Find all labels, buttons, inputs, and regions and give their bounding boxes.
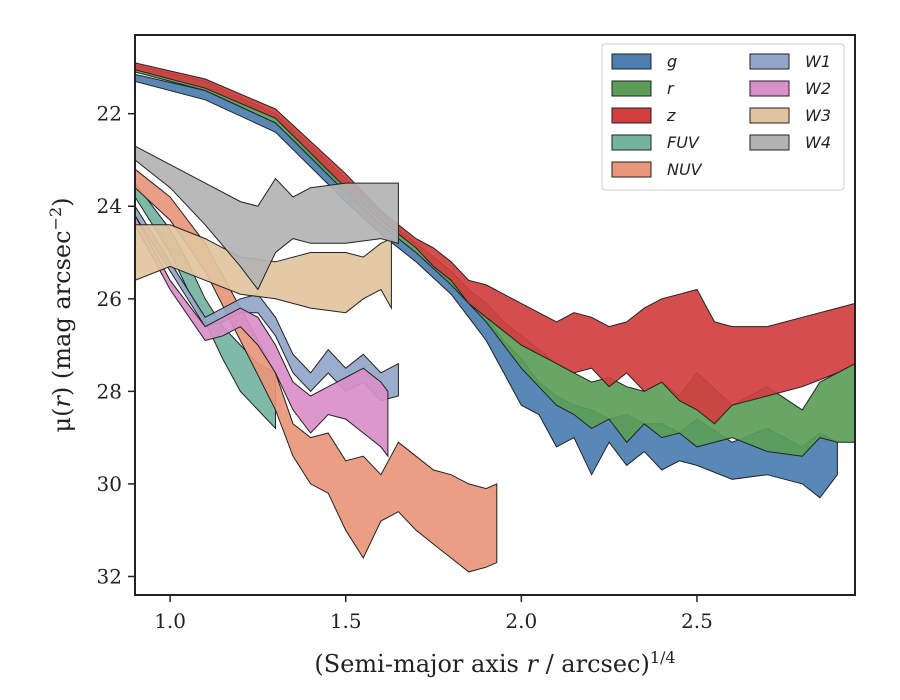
legend-label: g (667, 52, 677, 71)
y-tick-label: 26 (97, 287, 122, 311)
band-nuv (135, 168, 498, 573)
legend-label: r (667, 79, 675, 98)
legend-swatch (749, 80, 790, 97)
legend-label: z (666, 106, 676, 125)
legend-label: W2 (805, 79, 831, 98)
legend-swatch (611, 53, 652, 70)
legend-swatch (611, 161, 652, 178)
y-tick-label: 30 (97, 472, 122, 496)
legend-swatch (749, 107, 790, 124)
legend-swatch (611, 134, 652, 151)
legend-label: W4 (805, 133, 831, 152)
y-axis-ticks: 22 24 26 28 30 32 (97, 102, 135, 588)
series-bands (135, 62, 855, 573)
x-axis-title: (Semi-major axis r / arcsec)1/4 (314, 648, 675, 678)
y-tick-label: 22 (97, 102, 122, 126)
legend-label: NUV (667, 160, 703, 179)
plot-frame (134, 34, 856, 596)
x-tick-label: 1.0 (154, 609, 186, 633)
legend-swatch (611, 107, 652, 124)
y-tick-label: 24 (97, 194, 122, 218)
legend-label: FUV (667, 133, 700, 152)
y-tick-label: 28 (97, 379, 122, 403)
y-axis-title: μ(r) (mag arcsec−2) (46, 197, 76, 432)
legend: grz FUV NUV W1 W2 W3 W4 (601, 43, 845, 191)
band-w2 (135, 215, 389, 458)
x-tick-label: 1.5 (330, 609, 362, 633)
band-w4 (135, 145, 399, 291)
legend-label: W1 (805, 52, 831, 71)
x-tick-label: 2.0 (505, 609, 537, 633)
legend-label: W3 (805, 106, 831, 125)
legend-swatch (611, 80, 652, 97)
legend-swatch (749, 53, 790, 70)
x-axis-ticks: 1.0 1.5 2.0 2.5 (154, 595, 713, 633)
y-tick-label: 32 (97, 564, 122, 588)
band-z (135, 62, 855, 425)
x-tick-label: 2.5 (681, 609, 713, 633)
legend-swatch (749, 134, 790, 151)
